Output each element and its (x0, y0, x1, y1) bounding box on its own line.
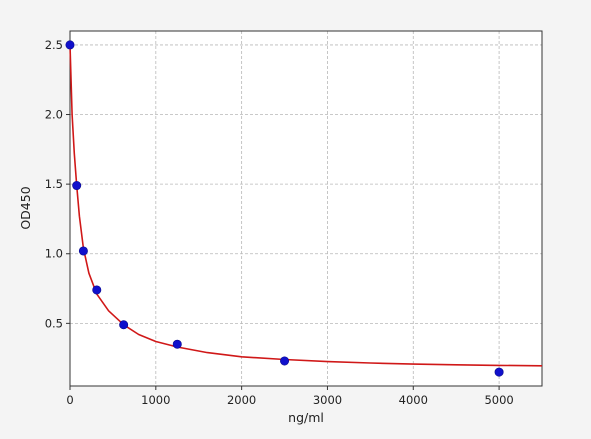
data-point (119, 320, 129, 330)
axis-ticks: 0 1000 2000 3000 4000 5000 0.5 1.0 1.5 2.0 2.5 (45, 38, 514, 407)
x-tick-label: 3000 (313, 393, 342, 407)
y-axis-label: OD450 (18, 186, 33, 229)
y-tick-label: 1.5 (45, 177, 63, 191)
fitted-curve-line (69, 44, 543, 367)
x-tick-label: 0 (66, 393, 73, 407)
data-point (92, 285, 102, 295)
data-point (78, 246, 88, 256)
x-tick-label: 1000 (141, 393, 170, 407)
data-point (494, 367, 504, 377)
data-point (72, 181, 82, 191)
y-tick-label: 2.0 (45, 108, 63, 122)
fitted-curve-layer (69, 44, 543, 367)
plot-area (70, 31, 542, 386)
data-point (65, 40, 75, 50)
data-point (280, 356, 290, 366)
x-axis-label: ng/ml (288, 410, 324, 425)
y-tick-label: 0.5 (45, 316, 63, 330)
plot-frame (69, 30, 543, 387)
grid-lines (70, 31, 542, 386)
x-tick-label: 4000 (399, 393, 428, 407)
data-points-layer (65, 40, 504, 377)
x-tick-label: 5000 (484, 393, 513, 407)
data-point (172, 339, 182, 349)
y-tick-label: 1.0 (45, 247, 63, 261)
y-tick-label: 2.5 (45, 38, 63, 52)
x-tick-label: 2000 (227, 393, 256, 407)
